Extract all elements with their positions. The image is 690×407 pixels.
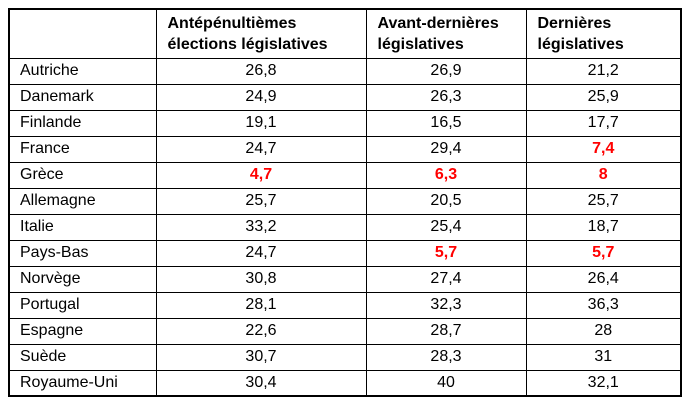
value-cell: 26,4 — [525, 265, 682, 293]
value-cell: 26,9 — [365, 57, 527, 85]
value-cell: 25,7 — [155, 187, 367, 215]
value-cell-highlighted: 5,7 — [525, 239, 682, 267]
country-cell: Italie — [8, 213, 157, 241]
value-cell-highlighted: 5,7 — [365, 239, 527, 267]
table-row: Royaume-Uni 30,4 40 32,1 — [8, 369, 682, 397]
value-cell: 18,7 — [525, 213, 682, 241]
table-row: Danemark 24,9 26,3 25,9 — [8, 83, 682, 111]
election-results-table: Antépénultièmes élections législatives A… — [8, 8, 682, 397]
value-cell: 28,1 — [155, 291, 367, 319]
country-cell: Allemagne — [8, 187, 157, 215]
table-row: Portugal 28,1 32,3 36,3 — [8, 291, 682, 319]
column-header-avant-dernieres: Avant-dernières législatives — [365, 8, 527, 59]
value-cell: 24,9 — [155, 83, 367, 111]
value-cell-highlighted: 4,7 — [155, 161, 367, 189]
value-cell-highlighted: 7,4 — [525, 135, 682, 163]
value-cell: 25,7 — [525, 187, 682, 215]
table-row: Grèce 4,7 6,3 8 — [8, 161, 682, 189]
corner-cell — [8, 8, 157, 59]
value-cell: 17,7 — [525, 109, 682, 137]
value-cell: 24,7 — [155, 239, 367, 267]
value-cell: 16,5 — [365, 109, 527, 137]
value-cell: 40 — [365, 369, 527, 397]
value-cell: 28,3 — [365, 343, 527, 371]
value-cell-highlighted: 8 — [525, 161, 682, 189]
value-cell: 19,1 — [155, 109, 367, 137]
table-header: Antépénultièmes élections législatives A… — [8, 8, 682, 59]
table-body: Autriche 26,8 26,9 21,2 Danemark 24,9 26,3 25,9… — [8, 57, 682, 397]
table-row: Allemagne 25,7 20,5 25,7 — [8, 187, 682, 215]
value-cell: 25,9 — [525, 83, 682, 111]
country-cell: Pays-Bas — [8, 239, 157, 267]
value-cell: 22,6 — [155, 317, 367, 345]
table-row: France 24,7 29,4 7,4 — [8, 135, 682, 163]
table-row: Espagne 22,6 28,7 28 — [8, 317, 682, 345]
value-cell: 28 — [525, 317, 682, 345]
value-cell: 29,4 — [365, 135, 527, 163]
table-row: Italie 33,2 25,4 18,7 — [8, 213, 682, 241]
table-row: Autriche 26,8 26,9 21,2 — [8, 57, 682, 85]
column-header-antepenultiemes: Antépénultièmes élections législatives — [155, 8, 367, 59]
country-cell: Finlande — [8, 109, 157, 137]
value-cell: 26,3 — [365, 83, 527, 111]
column-header-dernieres: Dernières législatives — [525, 8, 682, 59]
country-cell: Suède — [8, 343, 157, 371]
country-cell: Danemark — [8, 83, 157, 111]
table-row: Pays-Bas 24,7 5,7 5,7 — [8, 239, 682, 267]
value-cell: 30,7 — [155, 343, 367, 371]
value-cell: 27,4 — [365, 265, 527, 293]
value-cell: 31 — [525, 343, 682, 371]
country-cell: Grèce — [8, 161, 157, 189]
value-cell: 25,4 — [365, 213, 527, 241]
value-cell: 21,2 — [525, 57, 682, 85]
value-cell: 30,4 — [155, 369, 367, 397]
country-cell: Portugal — [8, 291, 157, 319]
value-cell: 30,8 — [155, 265, 367, 293]
country-cell: France — [8, 135, 157, 163]
value-cell: 36,3 — [525, 291, 682, 319]
value-cell: 20,5 — [365, 187, 527, 215]
country-cell: Autriche — [8, 57, 157, 85]
header-row: Antépénultièmes élections législatives A… — [8, 8, 682, 59]
country-cell: Norvège — [8, 265, 157, 293]
table-row: Norvège 30,8 27,4 26,4 — [8, 265, 682, 293]
value-cell: 32,1 — [525, 369, 682, 397]
value-cell: 24,7 — [155, 135, 367, 163]
country-cell: Espagne — [8, 317, 157, 345]
table-row: Finlande 19,1 16,5 17,7 — [8, 109, 682, 137]
value-cell-highlighted: 6,3 — [365, 161, 527, 189]
country-cell: Royaume-Uni — [8, 369, 157, 397]
value-cell: 32,3 — [365, 291, 527, 319]
value-cell: 33,2 — [155, 213, 367, 241]
value-cell: 28,7 — [365, 317, 527, 345]
table-row: Suède 30,7 28,3 31 — [8, 343, 682, 371]
value-cell: 26,8 — [155, 57, 367, 85]
